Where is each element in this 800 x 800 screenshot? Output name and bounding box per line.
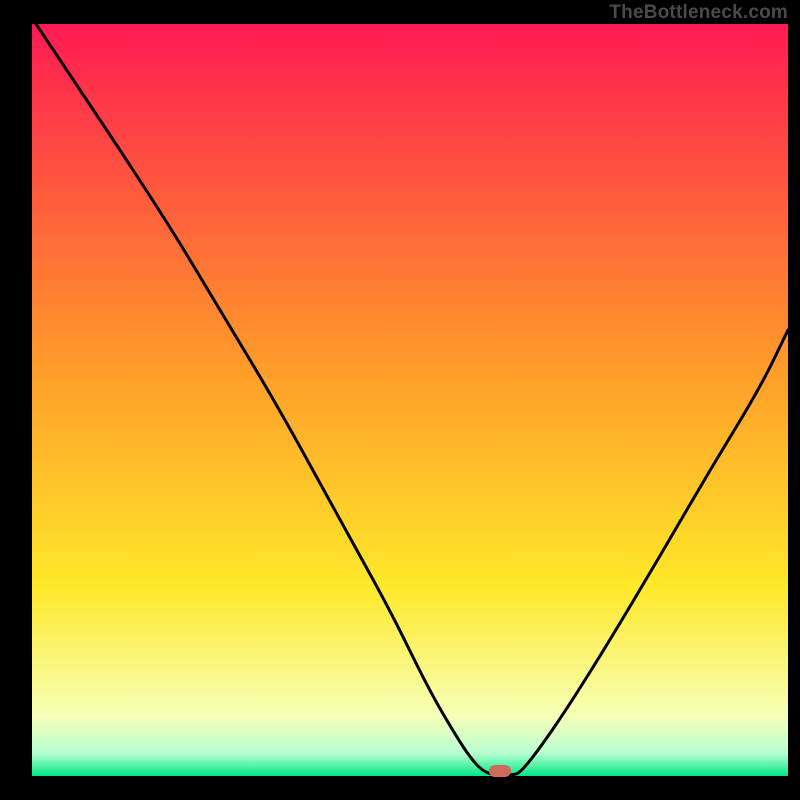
chart-svg <box>0 0 800 800</box>
bottleneck-curve <box>36 24 788 775</box>
watermark-text: TheBottleneck.com <box>609 2 788 24</box>
chart-frame: TheBottleneck.com <box>0 0 800 800</box>
optimum-marker <box>489 765 511 777</box>
